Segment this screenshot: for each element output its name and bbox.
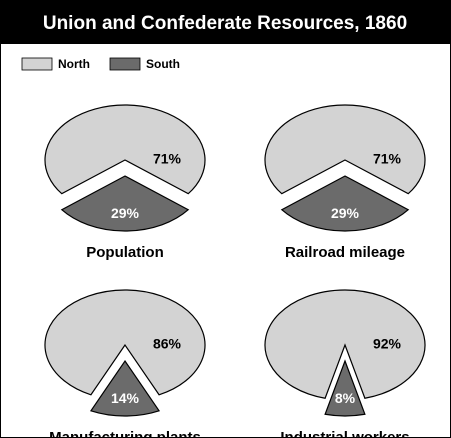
chart-title: Union and Confederate Resources, 1860	[43, 13, 407, 34]
value-label: 86%	[153, 336, 182, 352]
pie-title: Railroad mileage	[285, 244, 405, 261]
value-label: 29%	[331, 205, 360, 221]
pie-title: Manufacturing plants	[49, 429, 201, 438]
pie-title: Population	[86, 244, 164, 261]
legend-swatch	[22, 58, 52, 70]
value-label: 71%	[153, 151, 182, 167]
legend-label: North	[58, 57, 90, 71]
value-label: 71%	[373, 151, 402, 167]
value-label: 92%	[373, 336, 402, 352]
value-label: 14%	[111, 390, 140, 406]
pie-title: Industrial workers	[280, 429, 409, 438]
value-label: 29%	[111, 205, 140, 221]
legend-swatch	[110, 58, 140, 70]
chart: Union and Confederate Resources, 1860 No…	[0, 0, 451, 438]
legend-label: South	[146, 57, 180, 71]
value-label: 8%	[335, 390, 356, 406]
